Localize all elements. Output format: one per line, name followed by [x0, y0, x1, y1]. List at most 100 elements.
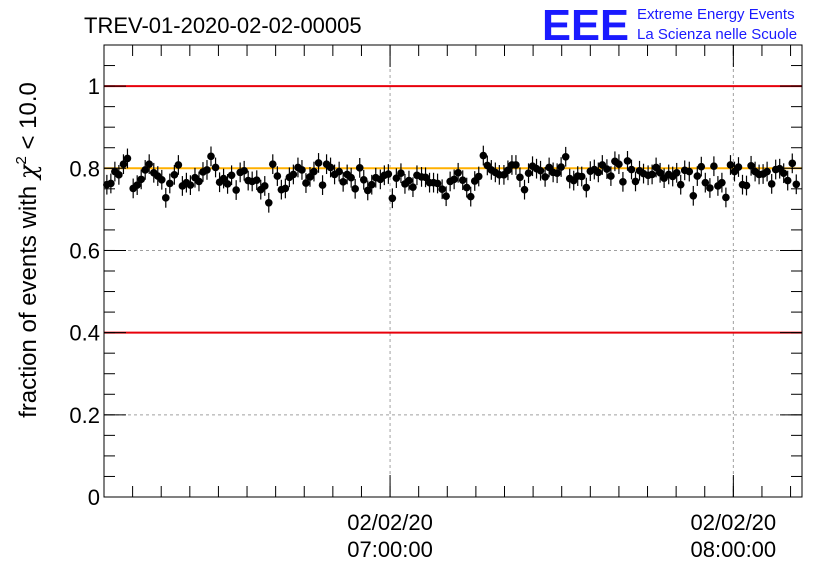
- data-point: [409, 183, 417, 191]
- data-point: [335, 167, 343, 176]
- data-point: [347, 173, 355, 182]
- data-point: [252, 176, 261, 184]
- y-tick-labels: 0 0.2 0.4 0.6 0.8 1: [69, 74, 100, 510]
- y-tick-label: 0.8: [69, 156, 100, 181]
- data-point: [326, 163, 335, 172]
- data-point: [516, 173, 524, 182]
- data-point: [186, 181, 195, 189]
- y-tick-label: 0.2: [69, 403, 100, 428]
- data-point: [302, 179, 310, 187]
- data-point: [442, 192, 450, 201]
- x-tick-label-time: 08:00:00: [691, 537, 777, 562]
- eee-logo: EEE Extreme Energy Events La Scienza nel…: [542, 1, 797, 50]
- data-point: [619, 178, 627, 186]
- data-point: [652, 163, 660, 172]
- data-point: [355, 164, 364, 172]
- x-tick-label-time: 07:00:00: [347, 537, 433, 562]
- data-point: [689, 192, 698, 200]
- data-point: [524, 169, 533, 178]
- data-point: [405, 176, 413, 185]
- data-point: [397, 169, 405, 178]
- data-point: [631, 177, 640, 186]
- data-point: [359, 175, 368, 184]
- data-point: [676, 180, 685, 189]
- data-point: [107, 179, 115, 188]
- data-point: [672, 168, 681, 177]
- data-point: [788, 159, 797, 168]
- data-point: [747, 162, 755, 170]
- data-point: [479, 151, 488, 160]
- logo-mark: EEE: [542, 1, 629, 50]
- data-point: [223, 180, 232, 188]
- data-point: [474, 172, 483, 181]
- data-point: [582, 183, 591, 192]
- data-point: [289, 170, 298, 179]
- data-point: [450, 175, 458, 184]
- data-point: [734, 163, 743, 171]
- y-tick-label: 0.4: [69, 321, 100, 346]
- data-point: [421, 173, 430, 182]
- data-point: [656, 168, 664, 177]
- data-point: [165, 179, 174, 188]
- x-tick-label-date: 02/02/20: [691, 510, 777, 535]
- data-point: [123, 154, 132, 163]
- data-point: [310, 167, 318, 176]
- data-point: [219, 174, 228, 183]
- data-point: [627, 165, 636, 174]
- y-axis-label-prefix: fraction of events with: [15, 179, 42, 418]
- data-point: [742, 181, 751, 190]
- data-point: [339, 178, 347, 186]
- data-point: [706, 184, 714, 192]
- y-axis-label: fraction of events with χ2 < 10.0: [13, 82, 42, 418]
- data-point: [536, 166, 545, 175]
- data-point: [603, 165, 611, 173]
- data-point: [693, 172, 702, 180]
- data-point: [541, 173, 549, 181]
- data-point: [718, 178, 726, 187]
- data-point: [623, 157, 632, 165]
- data-point: [264, 198, 273, 207]
- data-point: [438, 185, 446, 194]
- data-point: [268, 160, 277, 168]
- data-point: [520, 185, 529, 194]
- data-point: [454, 168, 462, 177]
- chart-title: TREV-01-2020-02-02-00005: [84, 13, 362, 38]
- y-axis-label-sup: 2: [13, 156, 30, 164]
- data-point: [726, 161, 735, 169]
- data-point: [433, 179, 442, 188]
- data-point: [763, 167, 771, 176]
- data-point: [779, 169, 788, 178]
- data-point: [607, 172, 615, 180]
- data-point: [240, 166, 248, 175]
- logo-line-1: Extreme Energy Events: [637, 6, 795, 23]
- data-point: [157, 175, 166, 184]
- data-point: [170, 171, 179, 179]
- data-point: [211, 163, 220, 172]
- data-point: [363, 186, 372, 195]
- data-point: [462, 183, 471, 192]
- data-point: [710, 162, 718, 171]
- data-point: [260, 182, 269, 190]
- data-point: [207, 152, 215, 161]
- data-point: [512, 161, 520, 169]
- data-point: [722, 193, 730, 202]
- data-points: [103, 145, 801, 213]
- data-point: [203, 166, 211, 174]
- data-point: [553, 169, 561, 178]
- data-point: [392, 174, 401, 182]
- data-point: [466, 192, 475, 201]
- data-point: [504, 166, 512, 175]
- data-point: [577, 172, 586, 181]
- data-point: [767, 180, 776, 188]
- data-point: [783, 176, 792, 185]
- data-point: [648, 170, 656, 179]
- data-point: [298, 166, 306, 174]
- x-tick-label-date: 02/02/20: [347, 510, 433, 535]
- data-point: [281, 184, 290, 193]
- data-point: [594, 168, 603, 177]
- data-point: [137, 175, 145, 184]
- data-point: [195, 177, 203, 186]
- data-point: [351, 185, 359, 193]
